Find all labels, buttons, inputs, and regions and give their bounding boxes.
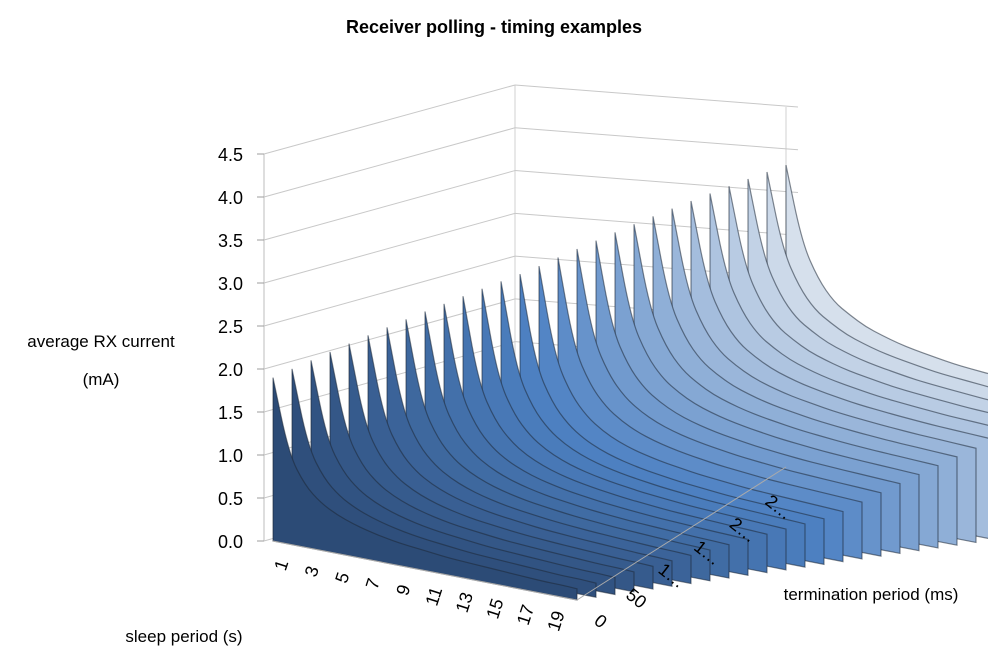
gridline-right-wall [514,127,799,151]
z-tick-label: 0.0 [218,532,243,552]
z-tick-label: 4.5 [218,145,243,165]
gridline-left-wall [263,298,516,370]
x-tick-label: 15 [482,596,507,621]
x-tick-label: 9 [392,582,414,598]
gridline-left-wall [263,212,516,284]
z-tick-label: 3.0 [218,274,243,294]
x-axis-line [272,540,578,601]
z-tick-label: 1.0 [218,446,243,466]
x-tick-label: 13 [452,590,477,615]
gridline-left-wall [263,84,516,155]
y-axis-title: termination period (ms) [784,585,959,604]
z-tick-label: 4.0 [218,188,243,208]
gridline-right-wall [514,170,799,194]
x-tick-label: 7 [362,576,384,592]
chart-floor [272,466,787,601]
z-tick-label: 1.5 [218,403,243,423]
z-tick-label: 2.0 [218,360,243,380]
x-tick-label: 19 [543,608,568,633]
chart-title: Receiver polling - timing examples [346,17,642,37]
x-tick-label: 1 [270,557,292,573]
x-tick-label: 5 [331,570,353,586]
z-axis-ticks: 0.0 0.5 1.0 1.5 2.0 2.5 3.0 3.5 4.0 4.5 [218,145,243,552]
z-axis-title-line1: average RX current [27,332,175,351]
y-tick-label: 0 [591,610,611,632]
gridline-left-wall [263,170,516,241]
z-axis-title-line2: (mA) [83,370,120,389]
z-tick-label: 3.5 [218,231,243,251]
x-axis-title: sleep period (s) [125,627,242,646]
surface-ribbon [272,377,578,601]
x-tick-label: 3 [301,564,323,580]
x-tick-label: 11 [422,584,447,608]
gridline-left-wall [263,255,516,327]
gridline-left-wall [263,127,516,198]
gridline-right-wall [514,84,799,108]
surface-ribbons [272,165,988,601]
z-tick-label: 2.5 [218,317,243,337]
y-axis-line [576,466,787,601]
z-tick-label: 0.5 [218,489,243,509]
x-tick-label: 17 [513,602,538,627]
